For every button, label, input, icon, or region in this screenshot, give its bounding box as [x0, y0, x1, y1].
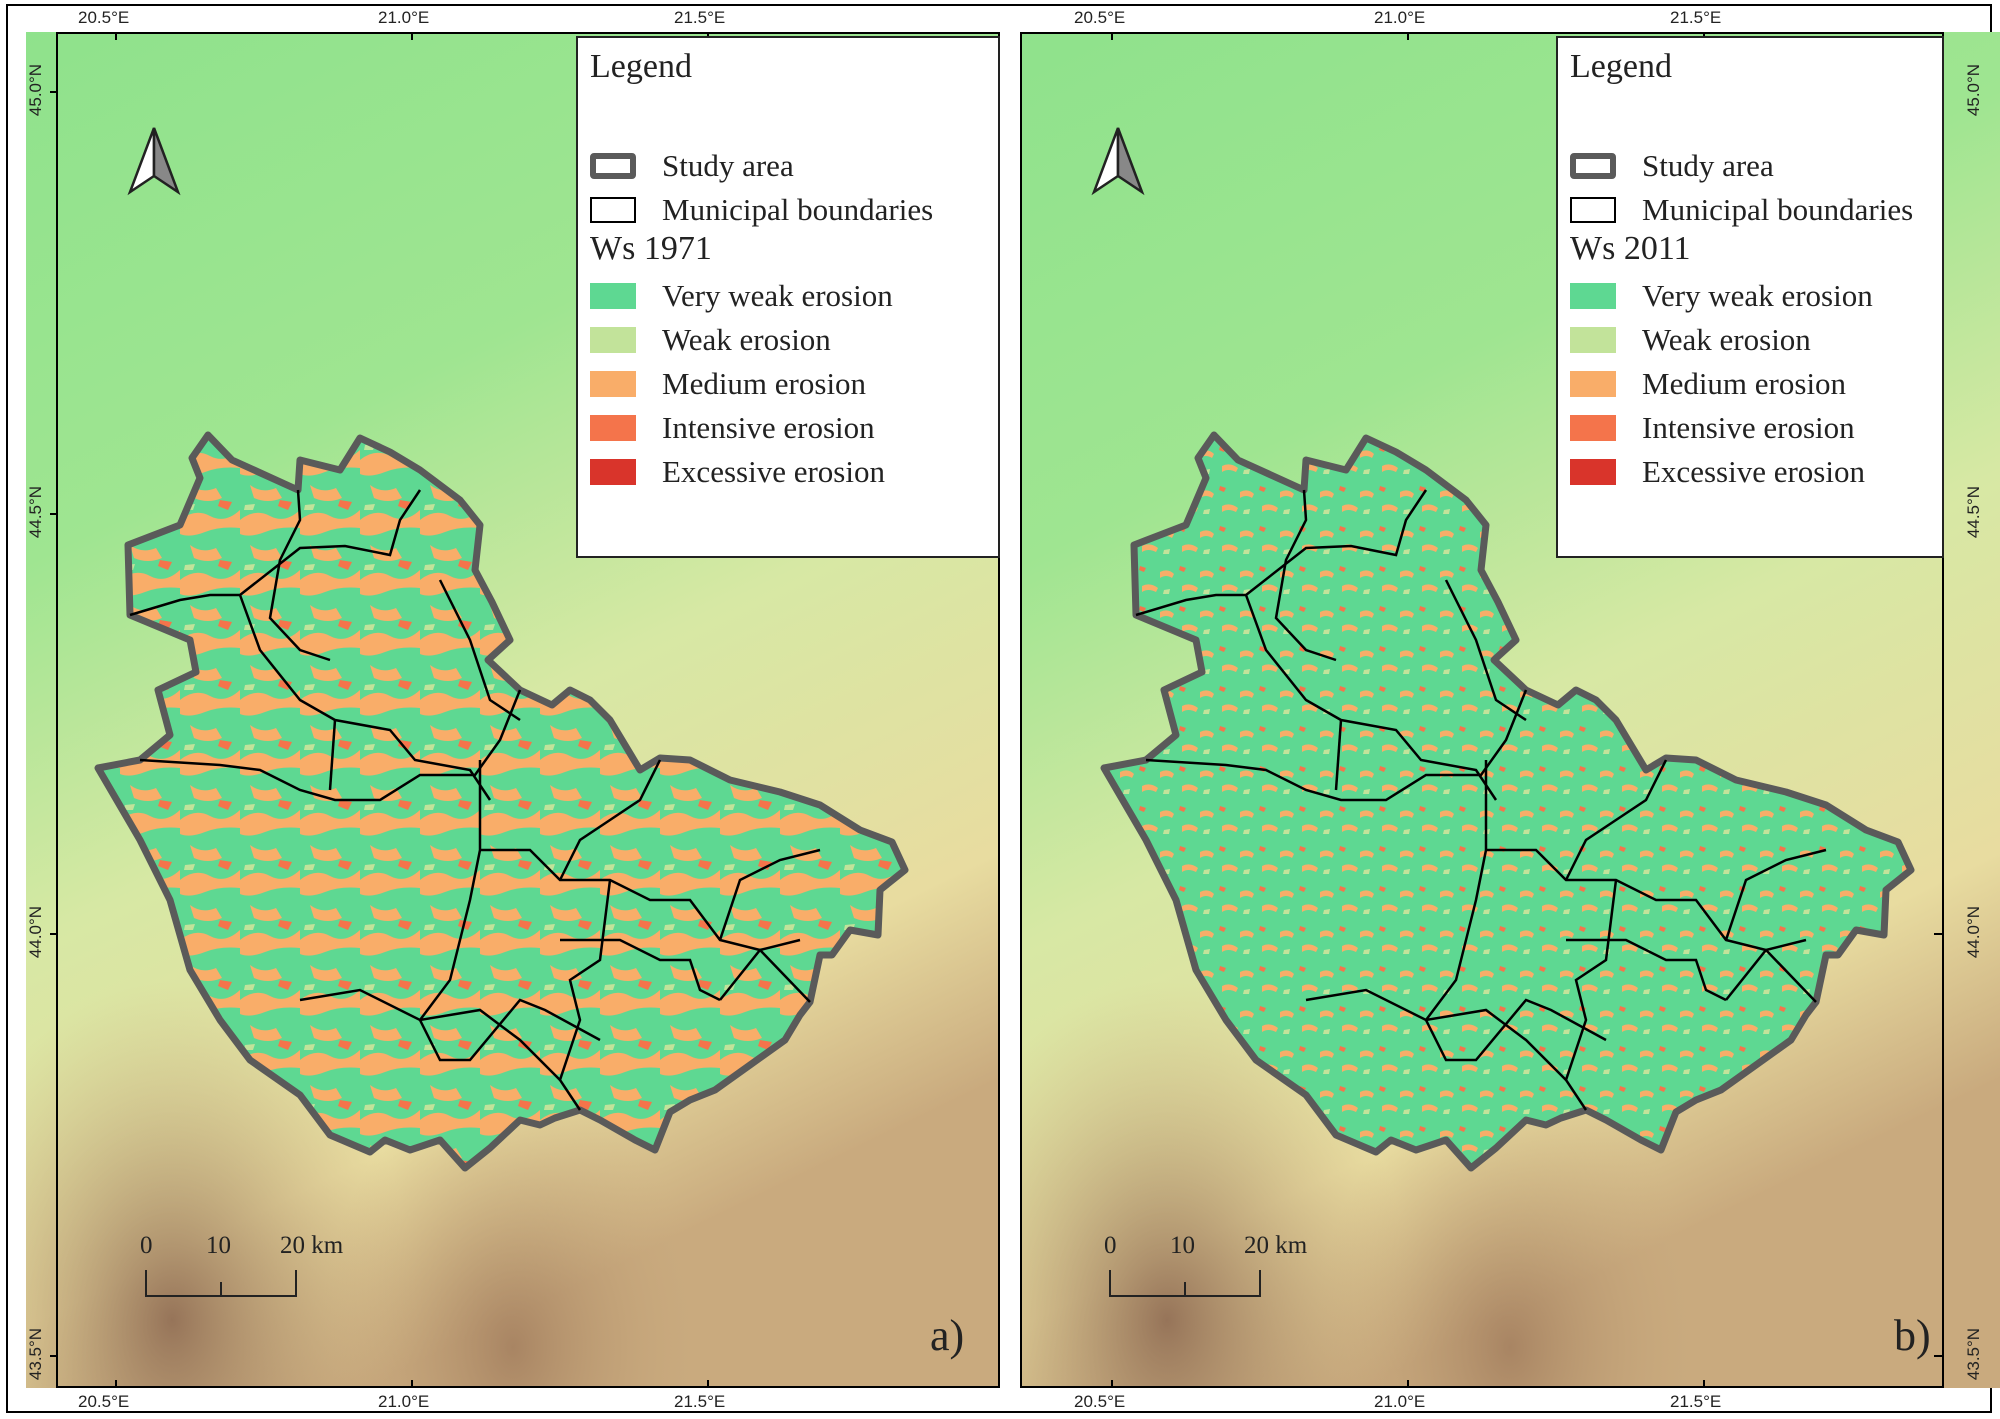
legend-item-erosion-class: Medium erosion — [590, 366, 867, 401]
legend-box: Legend Study area Municipal boundaries W… — [576, 36, 1000, 558]
municipal-swatch — [1570, 197, 1616, 223]
legend-label: Very weak erosion — [662, 278, 893, 313]
erosion-class-swatch — [1570, 327, 1616, 353]
legend-item-erosion-class: Excessive erosion — [1570, 454, 1865, 489]
scale-label-20km: 20 km — [1244, 1232, 1308, 1259]
legend-item-erosion-class: Very weak erosion — [1570, 278, 1873, 313]
panel-letter: a) — [930, 1311, 965, 1360]
legend-label: Medium erosion — [1642, 366, 1847, 401]
lon-label-top: 21.0°E — [1374, 8, 1426, 27]
lat-label-right: 44.0°N — [1964, 905, 1984, 959]
erosion-class-swatch — [590, 327, 636, 353]
erosion-class-swatch — [590, 459, 636, 485]
legend-label: Weak erosion — [1642, 322, 1811, 357]
legend-label: Intensive erosion — [1642, 410, 1855, 445]
municipal-boundaries — [1135, 489, 1827, 1111]
north-arrow-icon — [1091, 127, 1145, 196]
legend-item-erosion-class: Excessive erosion — [590, 454, 885, 489]
municipal-boundaries — [129, 489, 821, 1111]
legend-box: Legend Study area Municipal boundaries W… — [1556, 36, 1944, 558]
legend-item-study-area: Study area — [590, 148, 794, 183]
scale-label-10: 10 — [1170, 1232, 1195, 1259]
legend-label: Medium erosion — [662, 366, 867, 401]
map-panel-1971: Legend Study area Municipal boundaries W… — [26, 8, 1000, 1411]
scale-label-0: 0 — [140, 1232, 153, 1259]
lon-label-bottom: 20.5°E — [1074, 1392, 1126, 1411]
legend-item-erosion-class: Intensive erosion — [590, 410, 875, 445]
scale-label-10: 10 — [206, 1232, 231, 1259]
lat-label-right: 43.5°N — [1964, 1327, 1984, 1381]
map-panel-2011: Legend Study area Municipal boundaries W… — [1000, 0, 2000, 1419]
legend-label: Municipal boundaries — [1642, 192, 1914, 227]
legend-item-municipal: Municipal boundaries — [1570, 192, 1914, 227]
lon-label-top: 21.5°E — [1670, 8, 1722, 27]
legend-label: Municipal boundaries — [662, 192, 934, 227]
erosion-class-swatch — [590, 283, 636, 309]
legend-item-erosion-class: Intensive erosion — [1570, 410, 1855, 445]
lat-label-left: 44.0°N — [26, 905, 46, 959]
legend-item-erosion-class: Very weak erosion — [590, 278, 893, 313]
legend-label: Weak erosion — [662, 322, 831, 357]
erosion-class-swatch — [590, 371, 636, 397]
study-area-swatch — [1570, 153, 1616, 179]
lon-label-bottom: 21.5°E — [1670, 1392, 1722, 1411]
lat-label-left: 45.0°N — [26, 63, 46, 117]
legend-layer-heading: Ws 1971 — [590, 230, 712, 267]
lon-label-bottom: 21.5°E — [674, 1392, 726, 1411]
municipal-swatch — [590, 197, 636, 223]
legend-item-erosion-class: Weak erosion — [590, 322, 831, 357]
legend-item-erosion-class: Medium erosion — [1570, 366, 1847, 401]
scale-label-0: 0 — [1104, 1232, 1117, 1259]
legend-label: Study area — [662, 148, 794, 183]
study-area-boundary — [1100, 431, 1915, 1172]
lon-label-bottom: 21.0°E — [1374, 1392, 1426, 1411]
erosion-class-swatch — [1570, 283, 1616, 309]
lon-label-top: 21.0°E — [378, 8, 430, 27]
scale-bar — [1109, 1270, 1261, 1297]
panel-letter: b) — [1894, 1311, 1931, 1360]
map-canvas — [26, 32, 1000, 1388]
legend-label: Very weak erosion — [1642, 278, 1873, 313]
erosion-class-swatch — [1570, 415, 1616, 441]
lat-label-left: 43.5°N — [26, 1327, 46, 1381]
scale-label-20km: 20 km — [280, 1232, 344, 1259]
legend-item-municipal: Municipal boundaries — [590, 192, 934, 227]
legend-label: Study area — [1642, 148, 1774, 183]
erosion-class-swatch — [1570, 459, 1616, 485]
lon-label-bottom: 21.0°E — [378, 1392, 430, 1411]
lon-label-top: 20.5°E — [78, 8, 130, 27]
study-area-boundary — [94, 431, 909, 1172]
erosion-class-swatch — [590, 415, 636, 441]
lat-label-left: 44.5°N — [26, 485, 46, 539]
study-area-swatch — [590, 153, 636, 179]
legend-label: Intensive erosion — [662, 410, 875, 445]
legend-label: Excessive erosion — [1642, 454, 1865, 489]
lon-label-bottom: 20.5°E — [78, 1392, 130, 1411]
lat-label-right: 45.0°N — [1964, 63, 1984, 117]
legend-title: Legend — [1570, 48, 1672, 85]
lat-label-right: 44.5°N — [1964, 485, 1984, 539]
legend-label: Excessive erosion — [662, 454, 885, 489]
lon-label-top: 21.5°E — [674, 8, 726, 27]
erosion-class-swatch — [1570, 371, 1616, 397]
legend-title: Legend — [590, 48, 692, 85]
legend-layer-heading: Ws 2011 — [1570, 230, 1691, 267]
scale-bar — [145, 1270, 297, 1297]
legend-item-study-area: Study area — [1570, 148, 1774, 183]
lon-label-top: 20.5°E — [1074, 8, 1126, 27]
legend-item-erosion-class: Weak erosion — [1570, 322, 1811, 357]
north-arrow-icon — [127, 127, 181, 196]
